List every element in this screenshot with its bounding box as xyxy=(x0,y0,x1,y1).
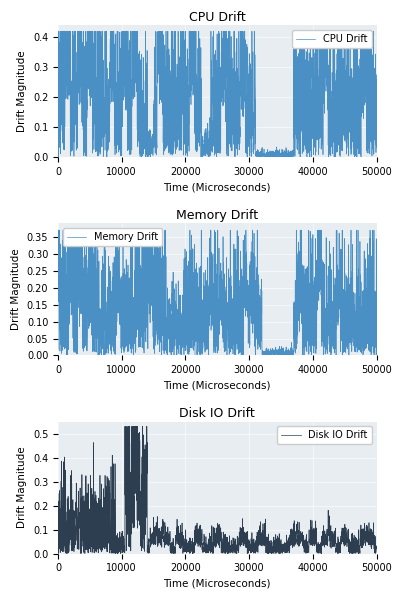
Memory Drift xyxy=(368,295,373,302)
Title: CPU Drift: CPU Drift xyxy=(189,11,246,24)
Y-axis label: Drift Magnitude: Drift Magnitude xyxy=(17,50,27,132)
CPU Drift xyxy=(111,31,116,38)
Memory Drift xyxy=(92,348,97,355)
Legend: Memory Drift: Memory Drift xyxy=(63,228,162,246)
Memory Drift xyxy=(374,299,379,306)
Disk IO Drift xyxy=(234,550,239,557)
Disk IO Drift xyxy=(123,423,127,430)
Memory Drift xyxy=(192,275,197,283)
Memory Drift xyxy=(111,302,116,310)
CPU Drift xyxy=(334,149,339,157)
Line: CPU Drift: CPU Drift xyxy=(58,31,376,157)
Title: Disk IO Drift: Disk IO Drift xyxy=(179,407,255,421)
CPU Drift xyxy=(178,134,183,142)
CPU Drift xyxy=(368,65,373,73)
Legend: CPU Drift: CPU Drift xyxy=(292,30,372,48)
CPU Drift xyxy=(355,154,359,161)
Memory Drift xyxy=(56,227,60,234)
Disk IO Drift xyxy=(111,535,116,542)
Line: Memory Drift: Memory Drift xyxy=(58,230,376,355)
Legend: Disk IO Drift: Disk IO Drift xyxy=(277,427,372,444)
Memory Drift xyxy=(169,352,174,359)
Memory Drift xyxy=(178,330,183,337)
Y-axis label: Drift Magnitude: Drift Magnitude xyxy=(11,248,21,330)
Y-axis label: Drift Magnitude: Drift Magnitude xyxy=(17,447,27,529)
Memory Drift xyxy=(56,346,60,353)
X-axis label: Time (Microseconds): Time (Microseconds) xyxy=(164,182,271,193)
Disk IO Drift xyxy=(334,548,339,555)
X-axis label: Time (Microseconds): Time (Microseconds) xyxy=(164,579,271,589)
Disk IO Drift xyxy=(368,536,373,544)
Memory Drift xyxy=(334,317,339,325)
Disk IO Drift xyxy=(178,545,183,552)
Line: Disk IO Drift: Disk IO Drift xyxy=(58,427,376,554)
CPU Drift xyxy=(92,41,97,49)
Title: Memory Drift: Memory Drift xyxy=(176,209,258,222)
X-axis label: Time (Microseconds): Time (Microseconds) xyxy=(164,381,271,391)
Disk IO Drift xyxy=(374,542,379,550)
Disk IO Drift xyxy=(56,550,60,557)
Disk IO Drift xyxy=(92,540,97,547)
CPU Drift xyxy=(56,28,60,35)
CPU Drift xyxy=(374,144,379,151)
CPU Drift xyxy=(191,28,196,35)
Disk IO Drift xyxy=(192,539,197,546)
